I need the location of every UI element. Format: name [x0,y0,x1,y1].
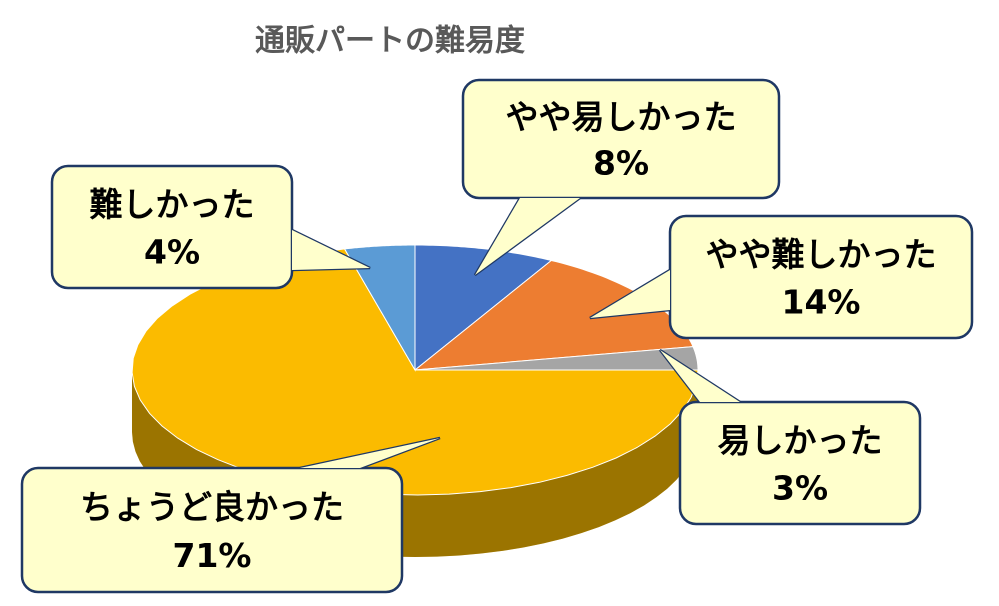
category-label: やや易しかった [506,97,737,136]
callout-joint [300,438,440,468]
value-label: 4% [144,232,200,271]
category-label: やや難しかった [706,235,937,274]
callout-joint [475,198,580,275]
value-label: 8% [593,143,649,182]
callout-box [678,400,922,526]
category-label: 難しかった [90,185,255,224]
pie-slice [414,244,553,372]
value-label: 71% [173,536,252,575]
callout-joint [660,350,740,402]
pie-slice [414,346,699,371]
category-label: 易しかった [718,421,883,460]
callout-box [20,466,404,594]
value-label: 14% [782,282,861,321]
pie-slice [343,244,416,372]
callout-joint [590,270,670,318]
callout-box [461,78,781,200]
value-label: 3% [772,468,828,507]
chart-title: 通販パートの難易度 [255,24,525,59]
category-label: ちょうど良かった [80,487,344,526]
callout-box [50,164,294,290]
callout-joint [292,230,370,270]
